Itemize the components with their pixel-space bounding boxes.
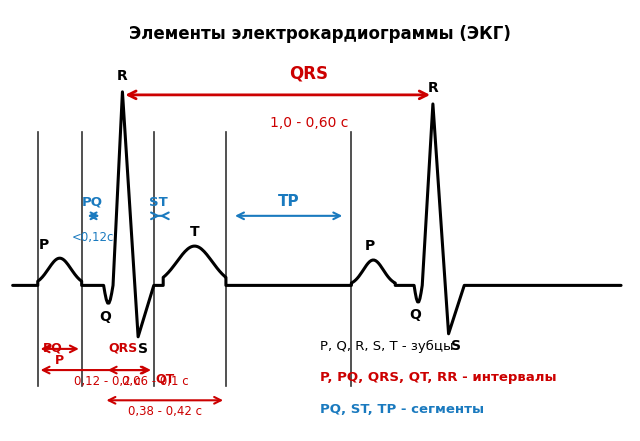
Text: P: P [55, 354, 64, 367]
Text: PQ: PQ [82, 195, 103, 209]
Text: S: S [451, 339, 461, 353]
Text: P: P [39, 238, 49, 252]
Text: QRS: QRS [109, 342, 138, 355]
Text: TP: TP [278, 194, 300, 209]
Text: 1,0 - 0,60 с: 1,0 - 0,60 с [270, 116, 348, 130]
Text: PQ: PQ [43, 342, 63, 355]
Text: 0,38 - 0,42 с: 0,38 - 0,42 с [128, 405, 202, 418]
Text: <0,12c: <0,12c [72, 231, 114, 244]
Text: Q: Q [410, 308, 421, 322]
Text: S: S [138, 342, 148, 355]
Text: 0,06 - 0,1 с: 0,06 - 0,1 с [122, 375, 189, 388]
Text: R: R [117, 69, 128, 83]
Text: ST: ST [149, 195, 168, 209]
Text: PQ, ST, TP - сегменты: PQ, ST, TP - сегменты [320, 403, 484, 416]
Text: Q: Q [99, 310, 111, 324]
Text: 0,12 - 0,2 с: 0,12 - 0,2 с [74, 375, 141, 388]
Text: P, Q, R, S, T - зубцы: P, Q, R, S, T - зубцы [320, 340, 454, 353]
Text: QRS: QRS [289, 65, 328, 83]
Text: QT: QT [155, 372, 174, 385]
Text: R: R [428, 81, 438, 95]
Text: P: P [365, 239, 375, 253]
Text: T: T [189, 225, 200, 239]
Text: Элементы электрокардиограммы (ЭКГ): Элементы электрокардиограммы (ЭКГ) [129, 25, 511, 43]
Text: P, PQ, QRS, QT, RR - интервалы: P, PQ, QRS, QT, RR - интервалы [320, 371, 557, 384]
